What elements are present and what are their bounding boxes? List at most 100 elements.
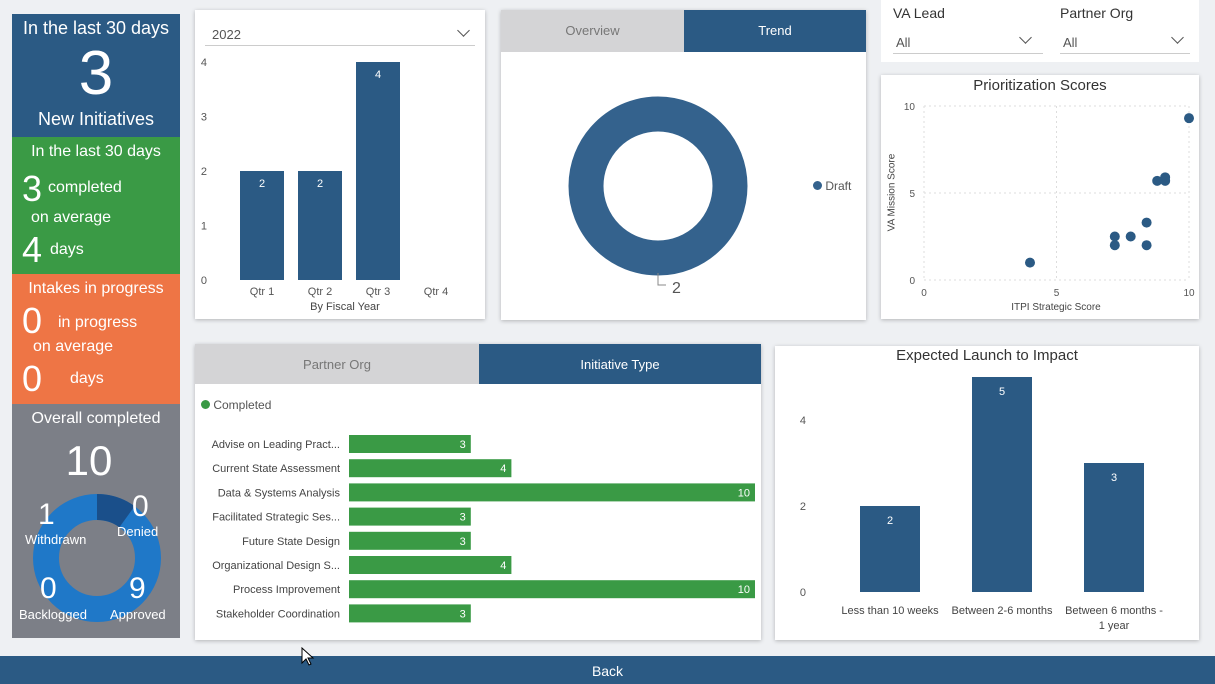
legend-completed: Completed (201, 398, 271, 412)
year-select[interactable]: 2022 (205, 22, 475, 46)
hbar-category-label: Future State Design (242, 536, 340, 548)
scatter-point[interactable] (1141, 217, 1152, 228)
scatter-point[interactable] (1109, 231, 1120, 242)
scatter-y-axis-label: VA Mission Score (886, 153, 898, 232)
tab-partner-org[interactable]: Partner Org (195, 344, 479, 384)
scatter-point[interactable] (1141, 240, 1152, 251)
back-button[interactable]: Back (0, 656, 1215, 684)
kpi-completed-days-label: days (50, 241, 84, 258)
kpi-completed-value: 3 (22, 168, 43, 209)
fy-x-tick-label: Qtr 1 (250, 286, 274, 298)
launch-bar[interactable] (972, 377, 1032, 592)
kpi-new-value: 3 (78, 39, 114, 108)
kpi-new-heading: In the last 30 days (22, 18, 170, 38)
kpi-approved-label: Approved (110, 607, 166, 622)
partner-org-value: All (1063, 35, 1078, 50)
prioritization-card: Prioritization Scores 0 5 10 0 5 10 ITPI Stra… (881, 75, 1199, 319)
fy-y-tick-label: 0 (201, 275, 207, 287)
launch-y-tick-label: 2 (800, 501, 806, 513)
scatter-point[interactable] (1160, 172, 1171, 183)
mouse-cursor-icon (301, 647, 315, 666)
scatter-point[interactable] (1152, 175, 1163, 186)
fy-bar[interactable] (356, 62, 400, 280)
fy-bar-data-label: 4 (375, 69, 381, 81)
hbar-bar[interactable] (349, 507, 471, 526)
chevron-down-icon (1019, 31, 1032, 44)
scatter-point[interactable] (1125, 231, 1136, 242)
hbar-category-label: Advise on Leading Pract... (212, 439, 340, 451)
filters-panel: VA Lead All Partner Org All (881, 0, 1199, 62)
va-lead-value: All (896, 35, 911, 50)
launch-bar[interactable] (860, 506, 920, 592)
kpi-overall-heading: Overall completed (31, 410, 161, 427)
launch-x-tick-label: Less than 10 weeks (841, 605, 939, 617)
partner-org-select[interactable]: All (1060, 28, 1190, 54)
launch-y-tick-label: 0 (800, 587, 806, 599)
hbar-data-label: 3 (460, 536, 466, 548)
scatter-y-tick-label: 0 (909, 276, 915, 287)
year-select-value: 2022 (212, 27, 241, 42)
fy-bar-data-label: 2 (317, 178, 323, 190)
scatter-point[interactable] (1025, 257, 1035, 268)
partner-org-label: Partner Org (1060, 5, 1134, 21)
legend-draft-label: Draft (825, 179, 852, 193)
hbar-bar[interactable] (349, 604, 471, 623)
kpi-overall-completed: Overall completed 10 1 Withdrawn 0 Denie… (12, 404, 180, 638)
launch-bar[interactable] (1084, 463, 1144, 592)
kpi-completed-avg-label: on average (31, 209, 112, 226)
fy-y-tick-label: 2 (201, 166, 207, 178)
hbar-data-label: 3 (460, 608, 466, 620)
hbar-bar[interactable] (349, 556, 512, 574)
hbar-category-label: Stakeholder Coordination (216, 608, 340, 620)
hbar-category-label: Current State Assessment (212, 463, 340, 475)
kpi-progress-days-value: 0 (22, 358, 43, 399)
kpi-overall-total: 10 (65, 437, 113, 484)
scatter-point[interactable] (1184, 113, 1194, 124)
hbar-bar[interactable] (349, 580, 755, 599)
launch-impact-card: Expected Launch to Impact 0 2 4 2 Less than … (775, 346, 1199, 640)
prioritization-scatter-chart: 0 5 10 0 5 10 (881, 75, 1199, 319)
draft-donut-chart: 2 (568, 96, 748, 297)
tab-overview[interactable]: Overview (501, 10, 684, 52)
hbar-category-label: Process Improvement (233, 584, 340, 596)
tab-initiative-type[interactable]: Initiative Type (479, 344, 761, 384)
kpi-completed: In the last 30 days 3 completed on avera… (12, 137, 180, 274)
scatter-point[interactable] (1109, 240, 1120, 251)
kpi-withdrawn-value: 1 (38, 498, 55, 531)
kpi-in-progress: Intakes in progress 0 in progress on ave… (12, 274, 180, 404)
kpi-progress-label: in progress (58, 314, 138, 331)
launch-bar-data-label: 3 (1111, 472, 1117, 484)
donut-slice-withdrawn (96, 493, 135, 528)
fy-y-tick-label: 4 (201, 57, 207, 69)
kpi-progress-days-label: days (70, 370, 104, 387)
hbar-bar[interactable] (349, 435, 471, 453)
kpi-completed-heading: In the last 30 days (31, 143, 161, 160)
launch-y-tick-label: 4 (800, 415, 806, 427)
va-lead-select[interactable]: All (893, 28, 1043, 54)
initiative-type-card: Partner Org Initiative Type Completed Ad… (195, 344, 761, 640)
scatter-y-tick-label: 5 (909, 189, 915, 200)
kpi-new-label: New Initiatives (37, 109, 155, 129)
kpi-denied-value: 0 (132, 490, 149, 523)
launch-x-tick-label: Between 2-6 months (952, 605, 1053, 617)
launch-x-tick-label: Between 6 months -1 year (1065, 605, 1163, 632)
scatter-x-tick-label: 0 (921, 288, 927, 299)
fy-bar[interactable] (240, 171, 284, 280)
hbar-bar[interactable] (349, 483, 755, 502)
kpi-denied-label: Denied (117, 524, 159, 539)
tab-trend[interactable]: Trend (684, 10, 866, 52)
hbar-bar[interactable] (349, 459, 512, 478)
fy-y-tick-label: 1 (201, 221, 207, 233)
scatter-x-tick-label: 10 (1183, 288, 1195, 299)
leader-line (657, 273, 666, 286)
initiative-type-bar-chart: Advise on Leading Pract... 3 Current State… (195, 344, 761, 640)
kpi-new-initiatives: In the last 30 days 3 New Initiatives (12, 14, 180, 137)
kpi-backlogged-value: 0 (40, 572, 57, 605)
fy-bar[interactable] (298, 171, 342, 280)
fy-x-tick-label: Qtr 4 (424, 286, 448, 298)
legend-dot-icon (813, 181, 822, 190)
hbar-bar[interactable] (349, 531, 471, 550)
hbar-data-label: 10 (738, 584, 750, 596)
kpi-progress-heading: Intakes in progress (28, 280, 164, 297)
legend-draft: Draft (813, 179, 851, 193)
